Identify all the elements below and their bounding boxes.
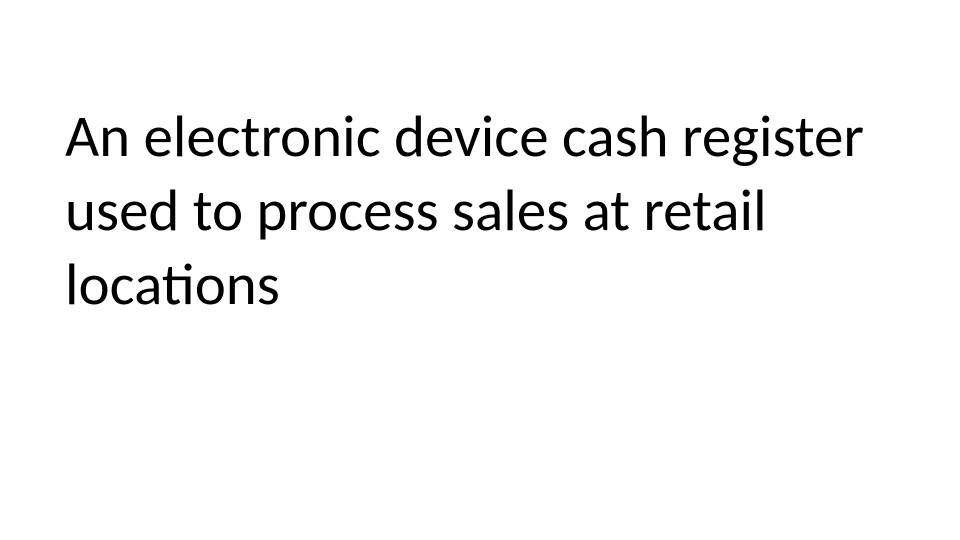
- slide: An electronic device cash register used …: [0, 0, 960, 540]
- body-text: An electronic device cash register used …: [65, 100, 895, 321]
